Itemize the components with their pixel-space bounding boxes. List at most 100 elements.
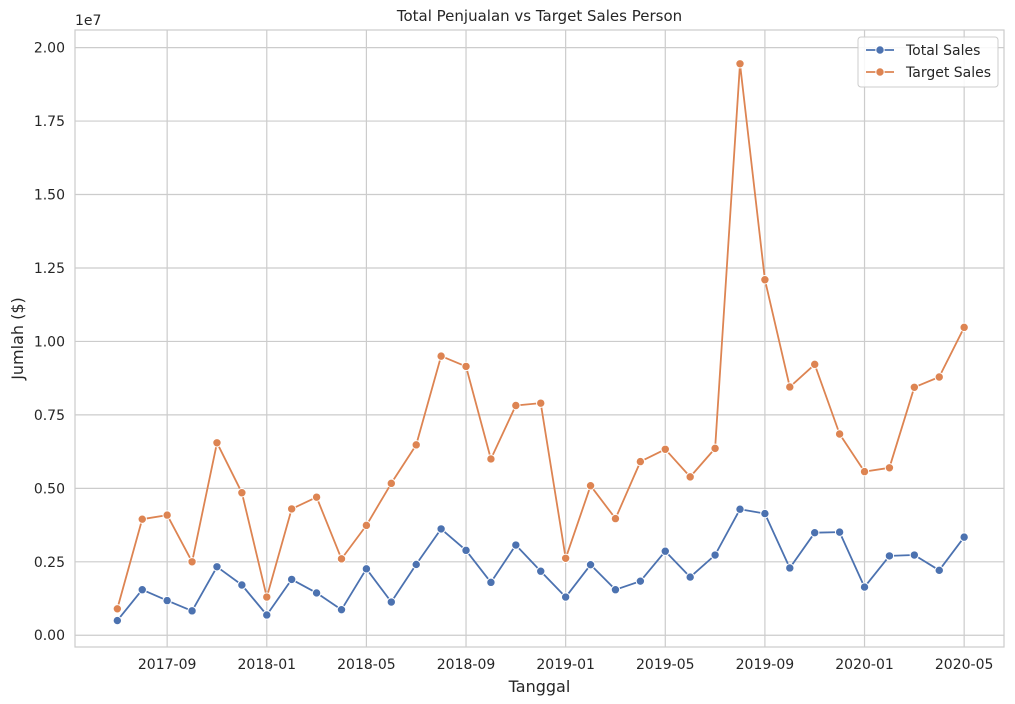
data-point (511, 540, 521, 550)
data-point (411, 440, 421, 450)
data-point (536, 566, 546, 576)
data-point (710, 443, 720, 454)
data-point (436, 351, 446, 361)
axes-frame (74, 29, 1005, 648)
legend-label: Total Sales (905, 43, 980, 59)
x-tick-label: 2020-01 (835, 657, 894, 673)
data-point (760, 508, 770, 519)
data-point (610, 513, 621, 524)
data-point (262, 610, 272, 620)
y-tick-label: 1.75 (34, 114, 65, 130)
data-point (635, 576, 646, 586)
data-point (610, 585, 621, 595)
grid-layer (75, 30, 1004, 647)
y-tick-label: 1.25 (34, 261, 65, 277)
y-axis-scale-factor: 1e7 (75, 13, 101, 29)
y-axis-label: Jumlah ($) (8, 297, 27, 381)
y-axis-ticks: 0.00 0.25 0.50 0.75 1.00 1.25 1.50 1.75 2.00 (34, 41, 65, 645)
data-point (336, 554, 347, 564)
data-point (760, 275, 770, 285)
data-point (685, 572, 695, 582)
data-point (585, 480, 596, 491)
y-tick-label: 0.50 (34, 481, 65, 497)
plot-frame (74, 29, 1005, 648)
data-point (411, 559, 421, 570)
data-point (486, 454, 496, 464)
x-axis-ticks: 2017-09 2018-01 2018-05 2018-09 2019-01 2019-… (138, 657, 993, 673)
legend-item: Total Sales (866, 43, 980, 59)
data-point (859, 466, 870, 477)
y-tick-label: 0.25 (34, 555, 65, 571)
data-point (187, 606, 197, 616)
y-tick-label: 2.00 (34, 41, 65, 57)
series-target-sales (112, 59, 969, 614)
series-line (116, 508, 965, 622)
data-point (884, 463, 895, 473)
y-tick-label: 1.50 (34, 188, 65, 204)
x-axis-label: Tanggal (508, 677, 571, 696)
y-tick-label: 1.00 (34, 334, 65, 350)
data-point (560, 553, 571, 563)
data-point (735, 504, 745, 514)
data-point (361, 564, 372, 574)
data-point (934, 565, 944, 576)
x-tick-label: 2018-05 (337, 657, 396, 673)
data-point (361, 520, 372, 531)
data-point (187, 557, 197, 567)
data-point (286, 574, 297, 585)
data-point (810, 528, 820, 538)
data-point (436, 524, 446, 534)
data-point (785, 382, 795, 392)
data-point (536, 398, 546, 408)
data-point (461, 361, 471, 372)
data-point (560, 592, 571, 602)
data-point (311, 588, 322, 598)
data-point (685, 472, 695, 482)
data-point (660, 546, 670, 556)
data-point (311, 492, 322, 502)
data-point (137, 514, 147, 524)
data-point (237, 488, 247, 498)
data-point (635, 456, 646, 467)
data-point (112, 604, 123, 614)
data-point (461, 545, 471, 556)
data-point (934, 372, 944, 382)
legend-label: Target Sales (905, 65, 991, 81)
x-tick-label: 2018-01 (238, 657, 297, 673)
legend-item: Target Sales (866, 65, 991, 81)
series-total-sales (112, 504, 969, 626)
x-tick-label: 2020-05 (935, 657, 994, 673)
data-point (959, 322, 969, 333)
data-point (909, 550, 920, 560)
x-tick-label: 2018-09 (437, 657, 496, 673)
data-point (785, 563, 795, 573)
data-point (212, 438, 222, 448)
legend: Total Sales Target Sales (857, 36, 999, 88)
data-point (959, 532, 969, 542)
data-point (834, 429, 845, 439)
data-point (859, 582, 870, 592)
chart-title: Total Penjualan vs Target Sales Person (396, 7, 682, 25)
data-point (386, 478, 397, 489)
legend-swatch-marker (875, 45, 885, 55)
data-point (585, 560, 596, 570)
data-point (137, 585, 147, 595)
data-point (262, 592, 272, 602)
y-tick-label: 0.75 (34, 408, 65, 424)
data-point (909, 382, 920, 392)
data-point (660, 444, 670, 454)
data-point (162, 595, 172, 606)
data-point (511, 400, 521, 411)
data-point (735, 59, 745, 69)
data-point (336, 604, 347, 615)
data-point (884, 551, 895, 561)
data-point (286, 504, 297, 514)
data-point (810, 359, 820, 370)
data-point (212, 562, 222, 572)
series-line (116, 62, 966, 610)
legend-swatch-marker (875, 67, 885, 77)
data-point (162, 510, 172, 520)
data-point (112, 615, 123, 626)
